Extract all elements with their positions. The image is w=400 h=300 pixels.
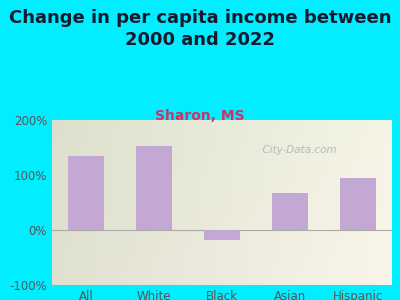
Bar [340,178,376,230]
Text: Sharon, MS: Sharon, MS [155,110,245,124]
Bar [136,146,172,230]
Text: Change in per capita income between
2000 and 2022: Change in per capita income between 2000… [9,9,391,49]
Bar [272,193,308,230]
Bar [204,230,240,240]
Text: City-Data.com: City-Data.com [256,145,337,155]
Bar [68,156,104,230]
